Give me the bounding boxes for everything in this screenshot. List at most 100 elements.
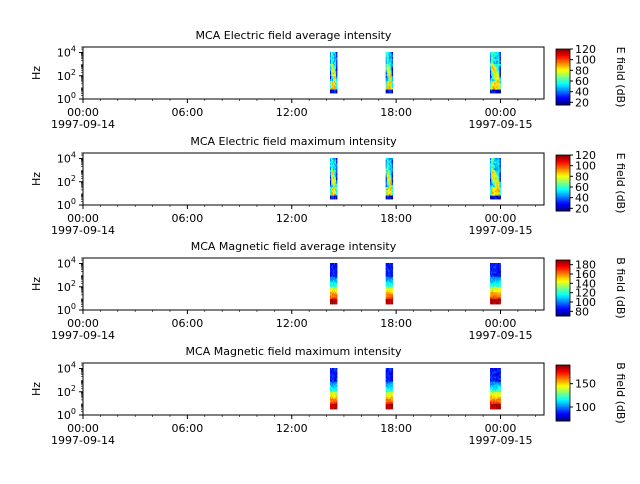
heatmap-cell (335, 371, 337, 374)
heatmap-cell (391, 298, 394, 301)
heatmap-cell (498, 379, 500, 383)
heatmap-cell (331, 164, 333, 167)
heatmap-cell (490, 300, 492, 303)
heatmap-cell (334, 288, 336, 291)
colorbar-tick-label: 180 (575, 259, 596, 272)
heatmap-cell (331, 398, 333, 401)
heatmap-cell (491, 171, 493, 174)
heatmap-cell (492, 65, 494, 68)
x-tick-label: 18:00 (380, 422, 412, 435)
heatmap-cell (385, 378, 388, 381)
heatmap-cell (493, 264, 495, 267)
heatmap-cell (335, 77, 338, 80)
heatmap-cell (490, 278, 492, 281)
heatmap-cell (497, 374, 499, 377)
heatmap-cell (333, 385, 335, 388)
heatmap-cell (389, 273, 392, 276)
heatmap-cell (334, 69, 336, 72)
colorbar-segment (556, 99, 570, 102)
heatmap-cell (331, 187, 333, 190)
heatmap-cell (492, 171, 494, 174)
heatmap-cell (496, 52, 498, 55)
heatmap-cell (334, 192, 336, 195)
heatmap-cell (391, 84, 394, 87)
heatmap-cell (491, 195, 493, 198)
heatmap-cell (391, 86, 394, 89)
heatmap-cell (333, 376, 335, 379)
heatmap-cell (389, 407, 392, 410)
heatmap-cell (491, 72, 493, 75)
heatmap-cell (494, 158, 496, 161)
heatmap-cell (491, 57, 493, 60)
heatmap-cell (387, 72, 390, 75)
heatmap-cell (498, 89, 500, 92)
heatmap-cell (333, 390, 335, 393)
heatmap-cell (490, 288, 492, 291)
heatmap-cell (495, 79, 497, 82)
heatmap-cell (334, 293, 336, 296)
colorbar-segment (556, 288, 570, 290)
heatmap-cell (492, 269, 494, 272)
heatmap-cell (497, 263, 499, 266)
heatmap-cell (386, 402, 389, 405)
heatmap-cell (335, 58, 337, 61)
heatmap-cell (492, 158, 494, 161)
heatmap-cell (490, 62, 492, 65)
heatmap-cell (391, 175, 394, 178)
heatmap-cell (388, 81, 391, 84)
heatmap-cell (331, 52, 333, 55)
heatmap-cell (333, 89, 335, 92)
heatmap-cell (387, 281, 390, 284)
heatmap-cell (390, 271, 393, 274)
heatmap-cell (331, 158, 333, 161)
heatmap-cell (491, 403, 493, 406)
heatmap-cell (498, 381, 500, 384)
colorbar-segment (556, 78, 570, 81)
heatmap-cell (335, 374, 337, 377)
heatmap-cell (333, 63, 335, 67)
heatmap-cell (386, 190, 389, 193)
heatmap-cell (335, 302, 338, 305)
heatmap-cell (391, 67, 394, 70)
heatmap-cell (495, 388, 497, 391)
heatmap-cell (387, 285, 390, 288)
heatmap-cell (386, 266, 389, 269)
colorbar-segment (556, 51, 570, 54)
heatmap-cell (495, 164, 497, 167)
heatmap-cell (334, 190, 336, 193)
heatmap-cell (389, 190, 392, 193)
heatmap-cell (335, 57, 338, 60)
heatmap-cell (335, 192, 338, 195)
heatmap-cell (491, 386, 493, 389)
heatmap-cell (492, 292, 494, 295)
heatmap-cell (492, 379, 494, 383)
heatmap-cell (492, 74, 494, 77)
heatmap-cell (497, 75, 499, 79)
heatmap-cell (498, 298, 500, 301)
heatmap-cell (331, 407, 333, 410)
heatmap-cell (498, 292, 500, 295)
heatmap-cell (331, 188, 333, 191)
heatmap-cell (335, 407, 338, 410)
heatmap-cell (498, 374, 500, 377)
heatmap-cell (490, 400, 492, 403)
heatmap-cell (390, 171, 393, 174)
heatmap-cell (493, 379, 495, 383)
colorbar-segment (556, 61, 570, 64)
heatmap-cell (494, 193, 496, 196)
heatmap-cell (490, 161, 492, 164)
heatmap-cell (496, 368, 498, 371)
heatmap-cell (330, 52, 332, 55)
heatmap-cell (335, 381, 337, 384)
heatmap-cell (496, 161, 498, 164)
heatmap-cell (387, 402, 390, 405)
heatmap-cell (386, 74, 389, 77)
heatmap-cell (495, 87, 497, 90)
heatmap-cell (386, 72, 389, 75)
heatmap-cell (491, 405, 493, 408)
heatmap-cell (499, 190, 501, 193)
colorbar-segment (556, 197, 570, 199)
heatmap-cell (499, 159, 501, 162)
heatmap-cell (335, 385, 337, 388)
